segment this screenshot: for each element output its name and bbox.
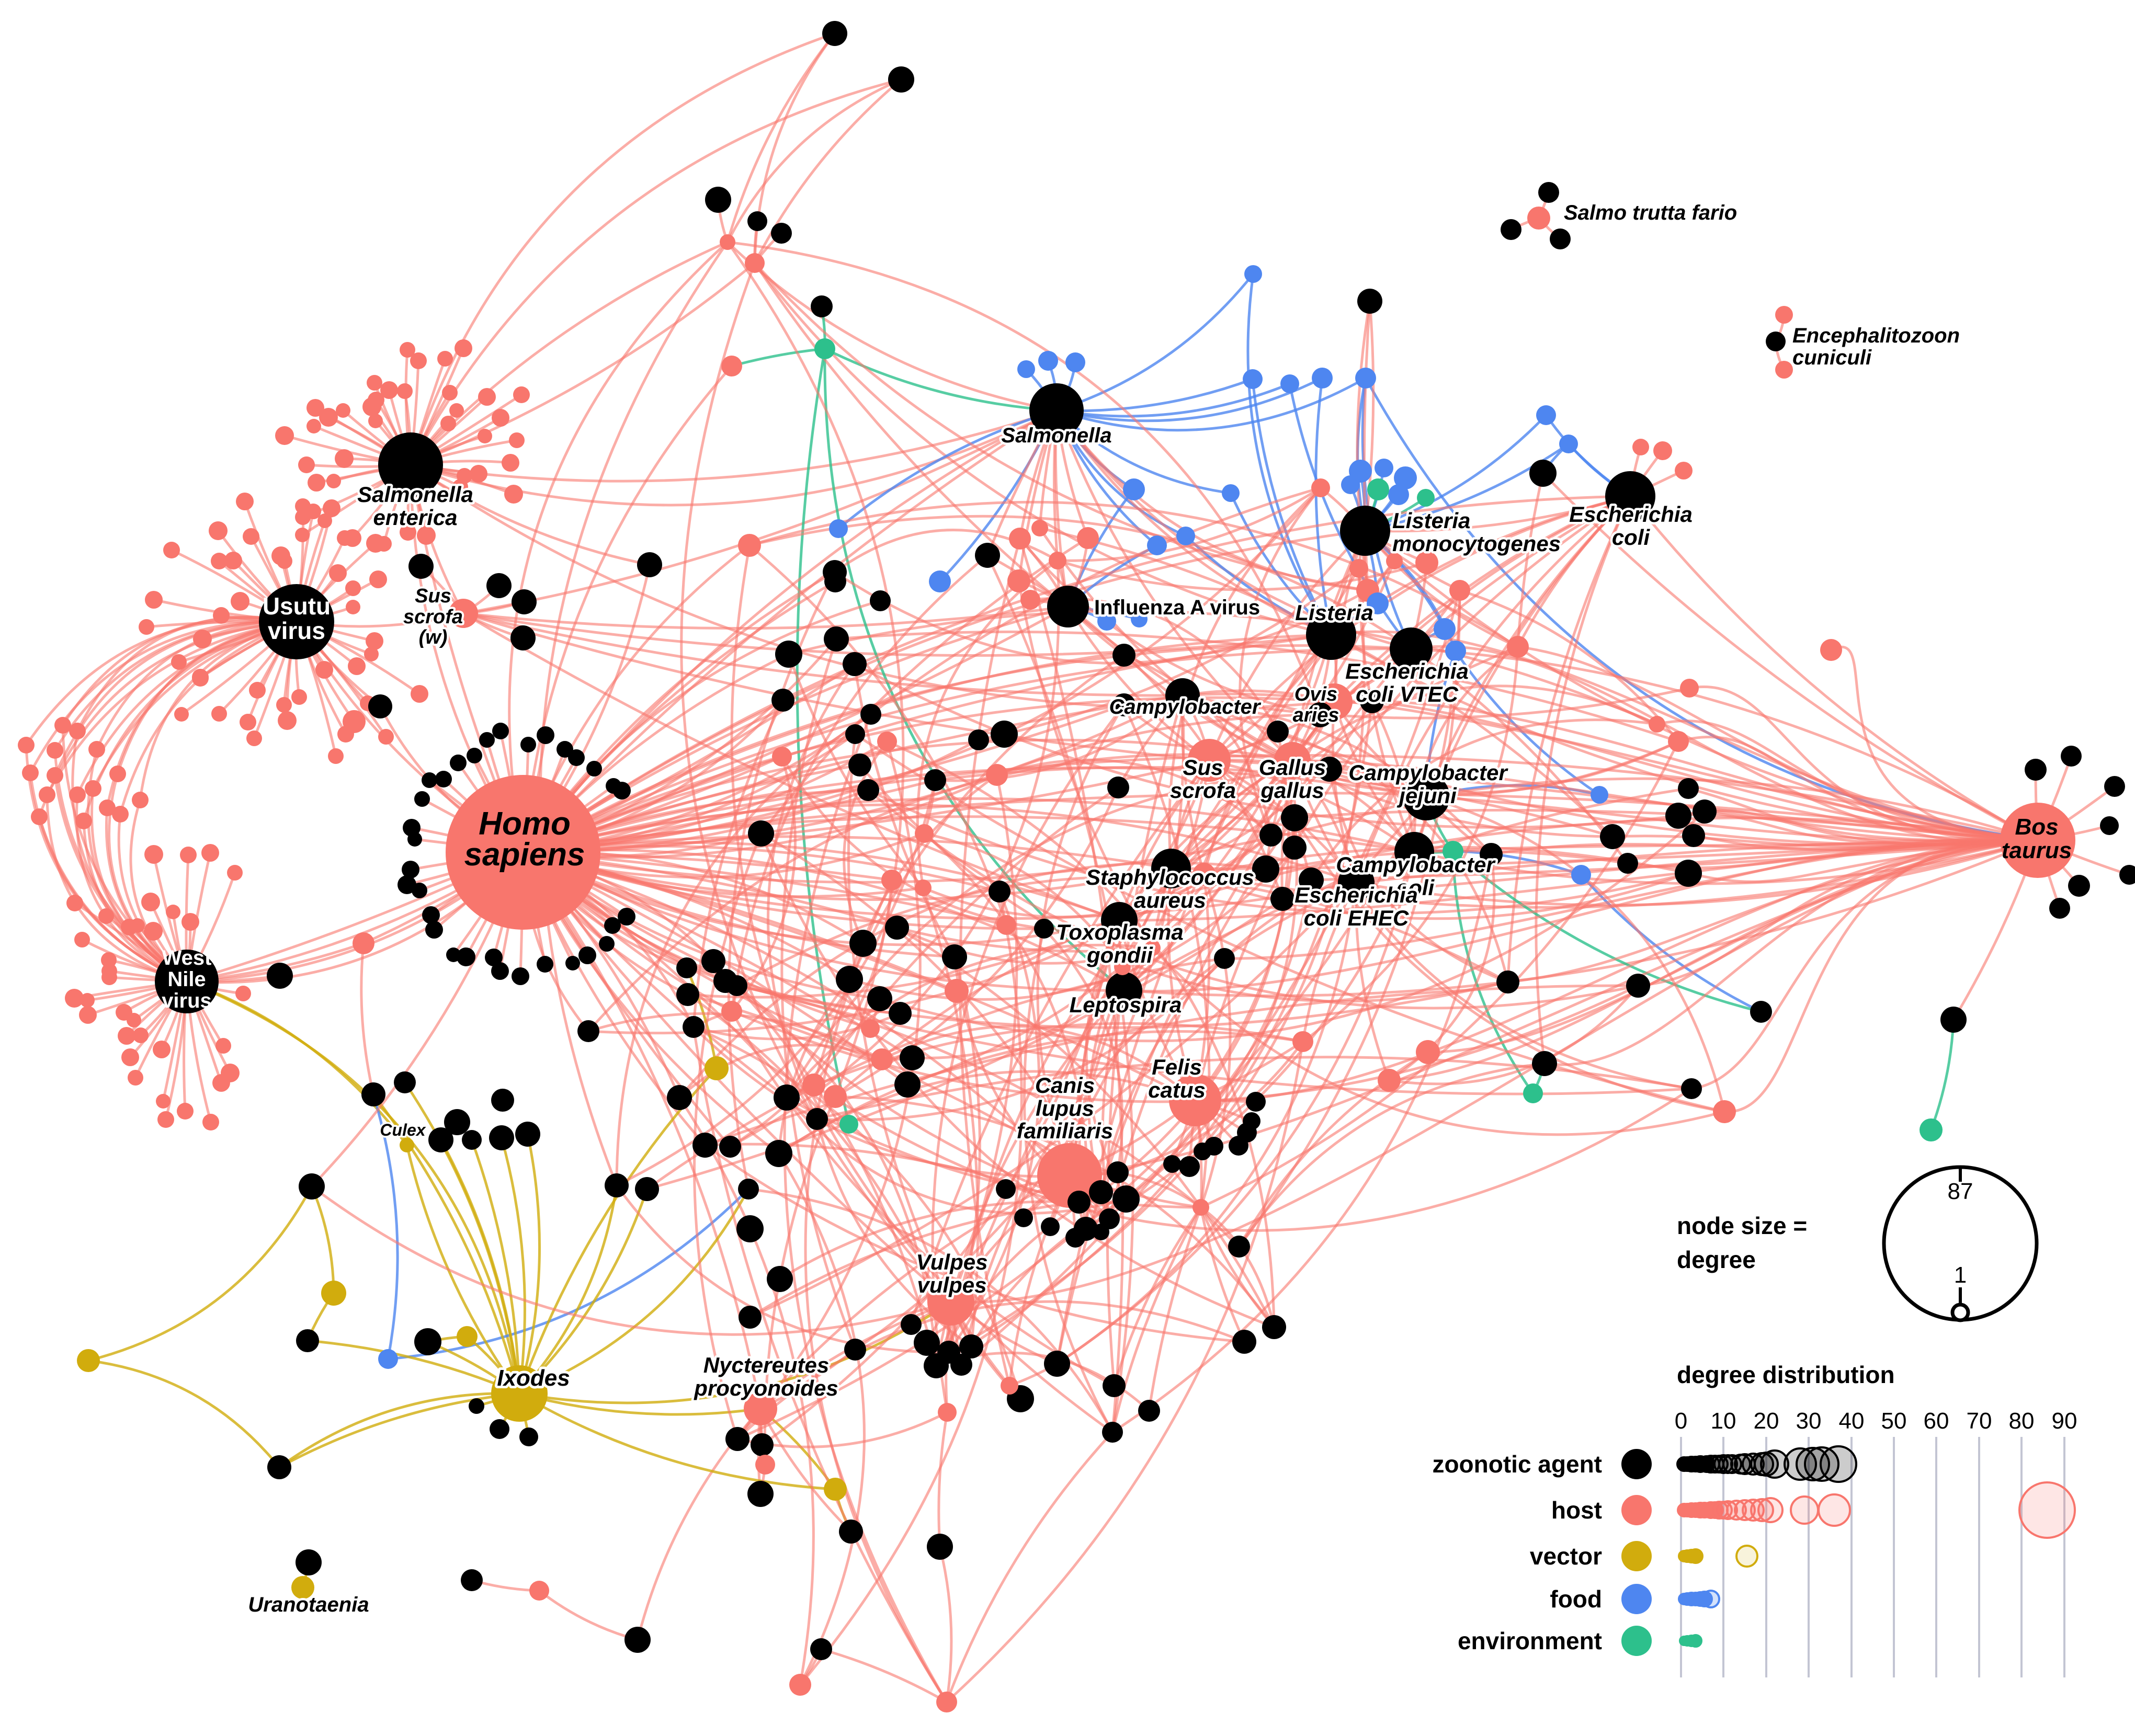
svg-text:environment: environment [1458,1627,1602,1654]
svg-text:node size =degree: node size = degree [1677,1212,1807,1273]
svg-text:Uranotaenia: Uranotaenia [248,1593,369,1616]
svg-text:87: 87 [1948,1179,1973,1204]
svg-text:Salmo trutta fario: Salmo trutta fario [1564,201,1737,224]
svg-text:food: food [1550,1585,1602,1613]
svg-text:Campylobacter: Campylobacter [1109,695,1262,718]
svg-text:Leptospira: Leptospira [1070,992,1182,1017]
svg-text:Salmonella: Salmonella [1001,424,1111,447]
svg-text:Culex: Culex [380,1121,426,1139]
svg-text:1: 1 [1954,1262,1967,1288]
svg-text:degree distribution: degree distribution [1677,1361,1895,1388]
svg-text:vector: vector [1530,1543,1602,1570]
svg-text:Influenza A virus: Influenza A virus [1094,596,1260,619]
svg-text:Ixodes: Ixodes [497,1365,570,1391]
svg-text:Listeria: Listeria [1295,600,1373,625]
svg-text:zoonotic agent: zoonotic agent [1432,1451,1602,1478]
svg-text:host: host [1551,1497,1602,1524]
